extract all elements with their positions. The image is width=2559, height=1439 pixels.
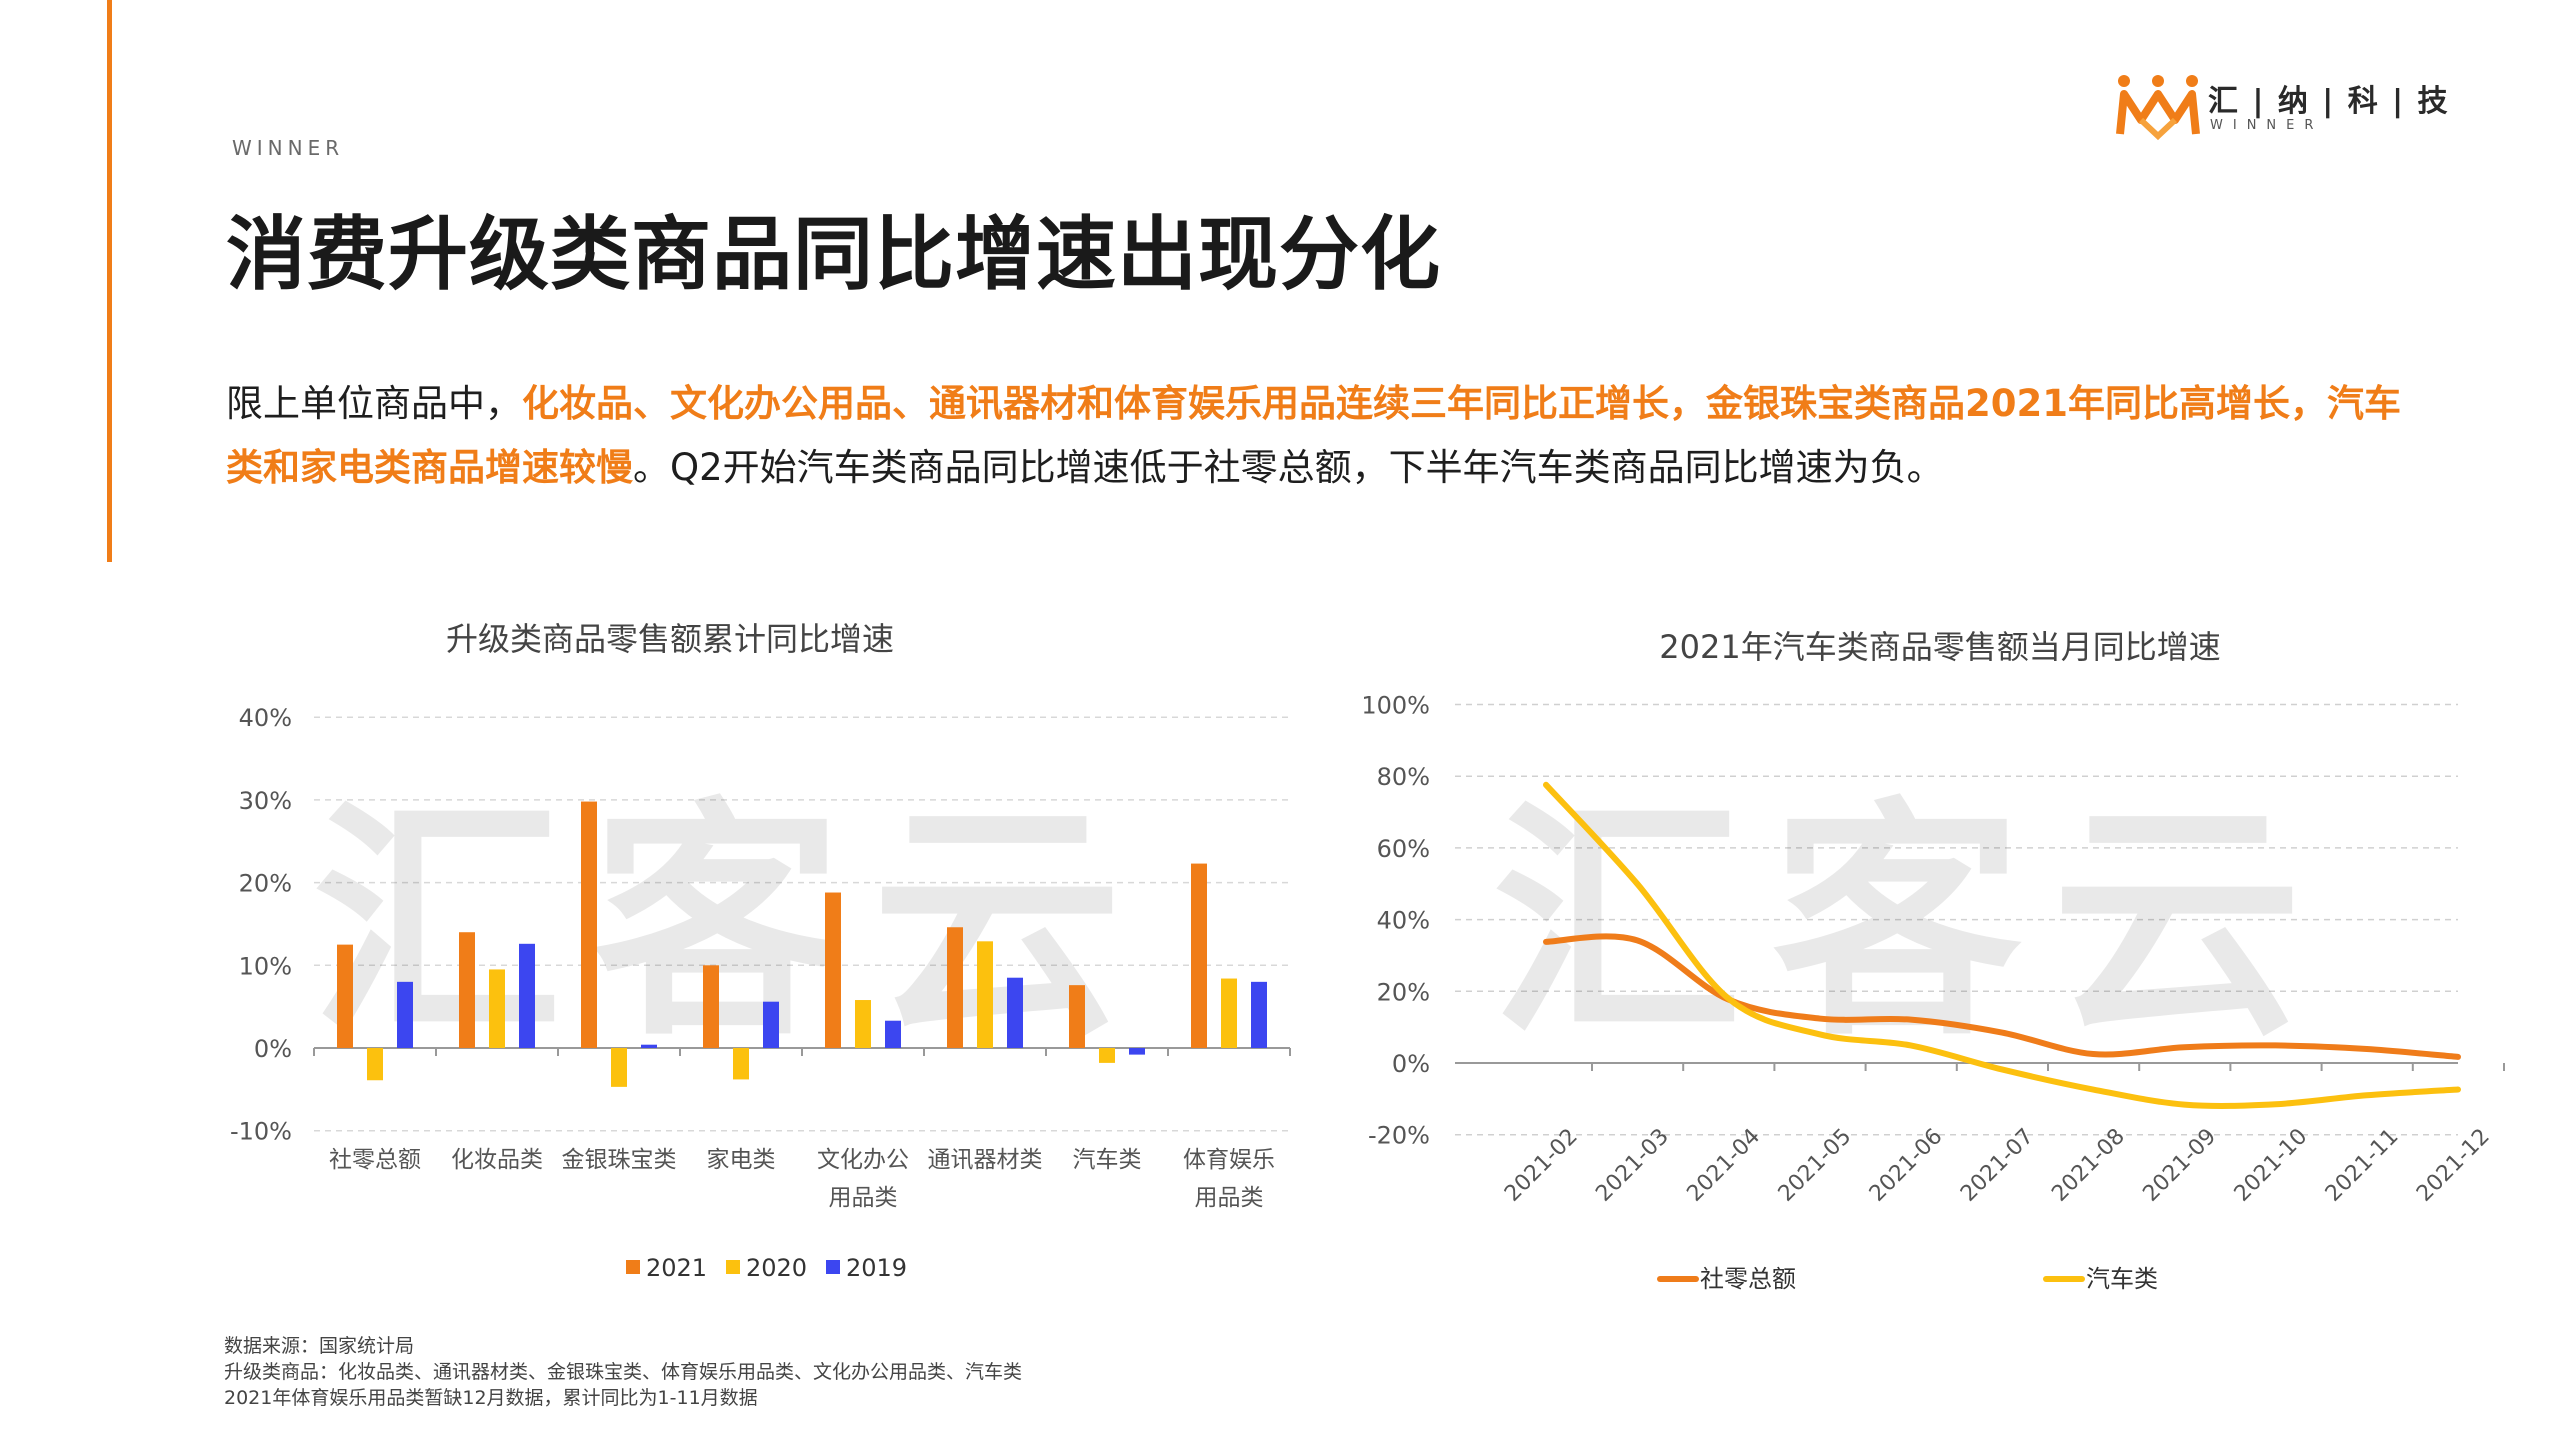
bar-2020 bbox=[1221, 978, 1237, 1048]
accent-bar bbox=[107, 0, 112, 562]
x-tick-label: 文化办公 bbox=[817, 1147, 909, 1173]
bar-2019 bbox=[1129, 1048, 1145, 1055]
y-tick-label: 40% bbox=[239, 704, 292, 732]
legend-swatch bbox=[626, 1260, 640, 1274]
bar-2019 bbox=[397, 981, 413, 1048]
x-tick-label: 2021-06 bbox=[1865, 1124, 1948, 1207]
y-tick-label: 20% bbox=[1377, 978, 1430, 1006]
bar-2020 bbox=[611, 1048, 627, 1087]
x-tick-label: 2021-09 bbox=[2138, 1124, 2221, 1207]
bar-2019 bbox=[885, 1020, 901, 1048]
x-tick-label: 2021-12 bbox=[2412, 1124, 2495, 1207]
x-tick-label: 2021-03 bbox=[1591, 1124, 1674, 1207]
chart-title: 升级类商品零售额累计同比增速 bbox=[446, 620, 894, 658]
legend-label: 2020 bbox=[746, 1254, 807, 1282]
x-tick-label: 金银珠宝类 bbox=[562, 1147, 677, 1173]
bar-2021 bbox=[1069, 985, 1085, 1048]
x-tick-label: 体育娱乐 bbox=[1183, 1147, 1275, 1173]
legend-label: 2021 bbox=[646, 1254, 707, 1282]
bar-2020 bbox=[733, 1048, 749, 1080]
series-line-total bbox=[1543, 933, 2461, 1060]
bar-2021 bbox=[703, 965, 719, 1048]
y-tick-label: -10% bbox=[230, 1118, 292, 1146]
y-tick-label: 80% bbox=[1377, 763, 1430, 791]
x-tick-label: 2021-11 bbox=[2321, 1124, 2404, 1207]
x-tick-label: 用品类 bbox=[1195, 1185, 1264, 1211]
intro-text-tail: 。Q2开始汽车类商品同比增速低于社零总额，下半年汽车类商品同比增速为负。 bbox=[633, 446, 1944, 489]
x-tick-label: 化妆品类 bbox=[451, 1147, 543, 1173]
x-tick-label: 通讯器材类 bbox=[928, 1147, 1043, 1173]
intro-paragraph: 限上单位商品中，化妆品、文化办公用品、通讯器材和体育娱乐用品连续三年同比正增长，… bbox=[226, 372, 2406, 500]
company-logo: 汇 | 纳 | 科 | 技 WINNER bbox=[2116, 72, 2456, 142]
source-line: 数据来源：国家统计局 bbox=[224, 1335, 415, 1357]
bar-2020 bbox=[855, 1000, 871, 1048]
bar-2020 bbox=[977, 941, 993, 1048]
bar-2021 bbox=[1191, 863, 1207, 1048]
x-tick-label: 2021-10 bbox=[2230, 1124, 2313, 1207]
data-note: 2021年体育娱乐用品类暂缺12月数据，累计同比为1-11月数据 bbox=[224, 1387, 758, 1409]
bar-2019 bbox=[1007, 977, 1023, 1048]
watermark-text: 汇客云 bbox=[312, 778, 1152, 1069]
bar-2021 bbox=[337, 944, 353, 1048]
x-tick-label: 2021-02 bbox=[1500, 1124, 1583, 1207]
y-tick-label: 20% bbox=[239, 870, 292, 898]
bar-2020 bbox=[1099, 1048, 1115, 1063]
logo-mark-icon bbox=[2116, 75, 2200, 141]
brand-label: WINNER bbox=[232, 136, 345, 160]
x-tick-label: 用品类 bbox=[829, 1185, 898, 1211]
bar-2019 bbox=[763, 1001, 779, 1048]
x-tick-label: 汽车类 bbox=[1073, 1147, 1142, 1173]
line-chart: 2021年汽车类商品零售额当月同比增速 100% 80% 60% 40% 20% 0% -20… bbox=[1361, 628, 2505, 1293]
legend-swatch bbox=[826, 1260, 840, 1274]
bar-2021 bbox=[825, 892, 841, 1048]
legend-label: 汽车类 bbox=[2086, 1265, 2158, 1293]
bar-2021 bbox=[459, 932, 475, 1048]
bar-2019 bbox=[641, 1044, 657, 1048]
y-tick-label: 100% bbox=[1361, 692, 1430, 720]
x-tick-label: 2021-05 bbox=[1774, 1124, 1857, 1207]
category-note: 升级类商品：化妆品类、通讯器材类、金银珠宝类、体育娱乐用品类、文化办公用品类、汽… bbox=[224, 1361, 1023, 1383]
x-tick-label: 社零总额 bbox=[329, 1147, 421, 1173]
y-tick-label: 60% bbox=[1377, 835, 1430, 863]
chart-title: 2021年汽车类商品零售额当月同比增速 bbox=[1659, 628, 2220, 666]
bar-2020 bbox=[489, 969, 505, 1048]
bar-2019 bbox=[519, 943, 535, 1048]
y-tick-label: 10% bbox=[239, 952, 292, 980]
x-tick-label: 2021-07 bbox=[1956, 1124, 2039, 1207]
bar-2021 bbox=[581, 801, 597, 1048]
y-tick-label: 0% bbox=[1392, 1050, 1430, 1078]
y-tick-label: -20% bbox=[1368, 1122, 1430, 1150]
watermark-text: 汇客云 bbox=[1492, 778, 2332, 1069]
intro-text: 限上单位商品中， bbox=[226, 382, 522, 425]
series-line-auto bbox=[1543, 781, 2461, 1109]
y-tick-label: 40% bbox=[1377, 907, 1430, 935]
legend-label: 社零总额 bbox=[1700, 1265, 1796, 1293]
x-tick-label: 2021-04 bbox=[1682, 1124, 1765, 1207]
bar-2020 bbox=[367, 1048, 383, 1081]
page-title: 消费升级类商品同比增速出现分化 bbox=[226, 208, 1441, 301]
x-tick-label: 家电类 bbox=[707, 1147, 776, 1173]
x-tick-label: 2021-08 bbox=[2047, 1124, 2130, 1207]
legend-swatch bbox=[726, 1260, 740, 1274]
y-tick-label: 0% bbox=[254, 1035, 292, 1063]
y-tick-label: 30% bbox=[239, 787, 292, 815]
logo-text: 汇 | 纳 | 科 | 技 bbox=[2208, 84, 2450, 119]
intro-highlight: 化妆品、文化办公用品、通讯器材和体育娱乐用品连续三年同比正增长，金银珠宝类商品2… bbox=[226, 382, 2401, 489]
bar-2019 bbox=[1251, 981, 1267, 1048]
bar-2021 bbox=[947, 927, 963, 1048]
logo-subtext: WINNER bbox=[2210, 118, 2324, 133]
legend-label: 2019 bbox=[846, 1254, 907, 1282]
source-notes: 数据来源：国家统计局 升级类商品：化妆品类、通讯器材类、金银珠宝类、体育娱乐用品… bbox=[224, 1333, 1022, 1411]
